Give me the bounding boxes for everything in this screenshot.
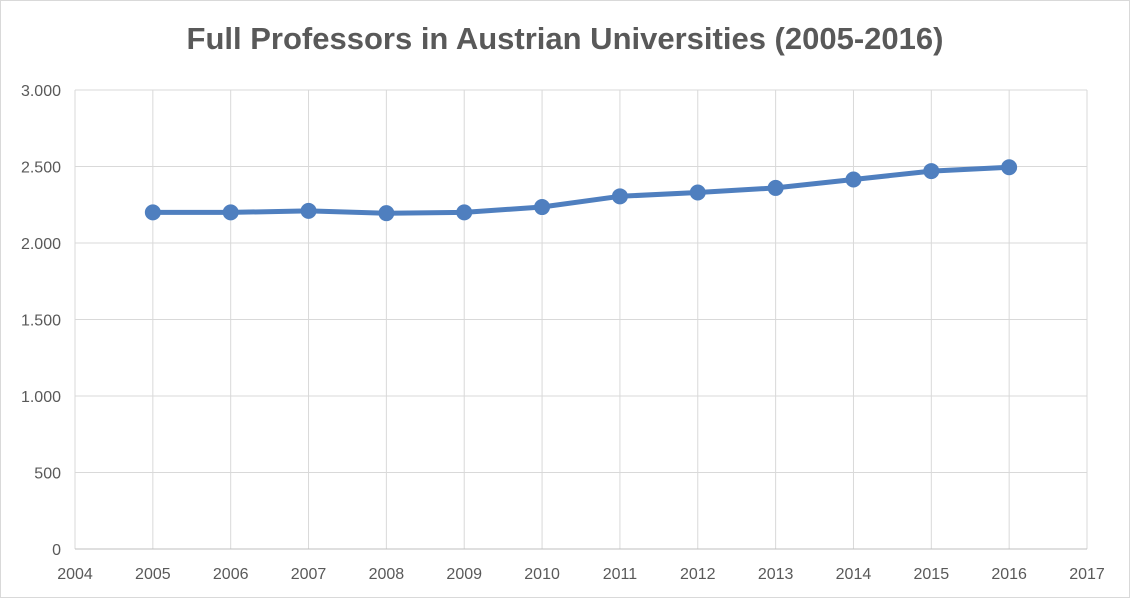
y-tick-label: 1.000 xyxy=(21,389,61,406)
series-layer xyxy=(144,159,1018,222)
data-point xyxy=(456,204,473,221)
data-point xyxy=(689,184,706,201)
gridlines xyxy=(74,89,1088,550)
data-point xyxy=(845,171,862,188)
data-point xyxy=(767,179,784,196)
y-tick-label: 2.500 xyxy=(21,160,61,177)
y-tick-label: 0 xyxy=(52,542,61,559)
data-point xyxy=(378,205,395,222)
data-point xyxy=(144,204,161,221)
x-tick-label: 2015 xyxy=(914,566,950,583)
y-tick-label: 1.500 xyxy=(21,313,61,330)
data-point xyxy=(300,202,317,219)
tick-labels: 0 500 1.000 1.500 2.000 2.500 3.000 2004 2005 200… xyxy=(21,83,1105,583)
x-tick-label: 2007 xyxy=(291,566,327,583)
x-tick-label: 2012 xyxy=(680,566,716,583)
x-tick-label: 2014 xyxy=(836,566,872,583)
data-point xyxy=(923,163,940,180)
chart-title: Full Professors in Austrian Universities… xyxy=(186,21,944,56)
x-tick-label: 2017 xyxy=(1069,566,1105,583)
x-tick-label: 2005 xyxy=(135,566,171,583)
y-tick-label: 3.000 xyxy=(21,83,61,100)
data-point xyxy=(534,199,551,216)
x-tick-label: 2008 xyxy=(369,566,405,583)
x-tick-label: 2009 xyxy=(446,566,482,583)
data-point xyxy=(222,204,239,221)
x-tick-label: 2013 xyxy=(758,566,794,583)
data-point xyxy=(1001,159,1018,176)
y-tick-label: 2.000 xyxy=(21,236,61,253)
x-tick-label: 2011 xyxy=(603,566,638,583)
x-tick-label: 2006 xyxy=(213,566,249,583)
x-tick-label: 2010 xyxy=(524,566,560,583)
x-tick-label: 2004 xyxy=(57,566,93,583)
y-tick-label: 500 xyxy=(34,466,61,483)
x-tick-label: 2016 xyxy=(991,566,1027,583)
series-line xyxy=(150,164,1012,216)
data-point xyxy=(611,188,628,205)
